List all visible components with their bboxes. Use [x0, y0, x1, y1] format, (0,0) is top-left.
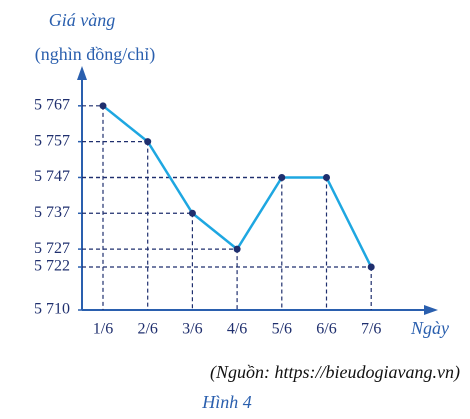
x-tick-label: 6/6	[316, 321, 336, 338]
x-tick-label: 1/6	[93, 321, 113, 338]
point	[367, 263, 375, 271]
caption: Hình 4	[201, 392, 252, 412]
y-axis-unit: (nghìn đồng/chỉ)	[35, 44, 155, 65]
price-line	[102, 104, 373, 268]
x-tick-label: 4/6	[227, 321, 247, 338]
y-tick-label: 5 747	[34, 168, 70, 185]
point	[144, 138, 152, 146]
point	[188, 209, 196, 217]
x-tick-label: 2/6	[137, 321, 157, 338]
y-tick-label: 5 757	[34, 132, 70, 149]
point	[99, 102, 107, 110]
y-tick-label: 5 722	[34, 258, 70, 275]
x-tick-label: 3/6	[182, 321, 202, 338]
x-tick-label: 7/6	[361, 321, 381, 338]
y-tick-label: 5 727	[34, 240, 70, 257]
point	[323, 173, 330, 181]
y-tick-label: 5 767	[34, 96, 70, 113]
y-tick-label: 5 737	[34, 204, 70, 221]
y-tick-label: 5 710	[34, 301, 70, 318]
y-axis-arrow	[77, 66, 87, 80]
x-axis-arrow	[424, 305, 438, 315]
y-axis-title: Giá vàng	[49, 10, 116, 30]
point	[233, 245, 241, 253]
x-axis-title: Ngày	[410, 318, 449, 338]
point	[278, 173, 286, 181]
x-tick-label: 5/6	[272, 321, 292, 338]
source: (Nguồn: https://bieudogiavang.vn)	[210, 362, 460, 383]
